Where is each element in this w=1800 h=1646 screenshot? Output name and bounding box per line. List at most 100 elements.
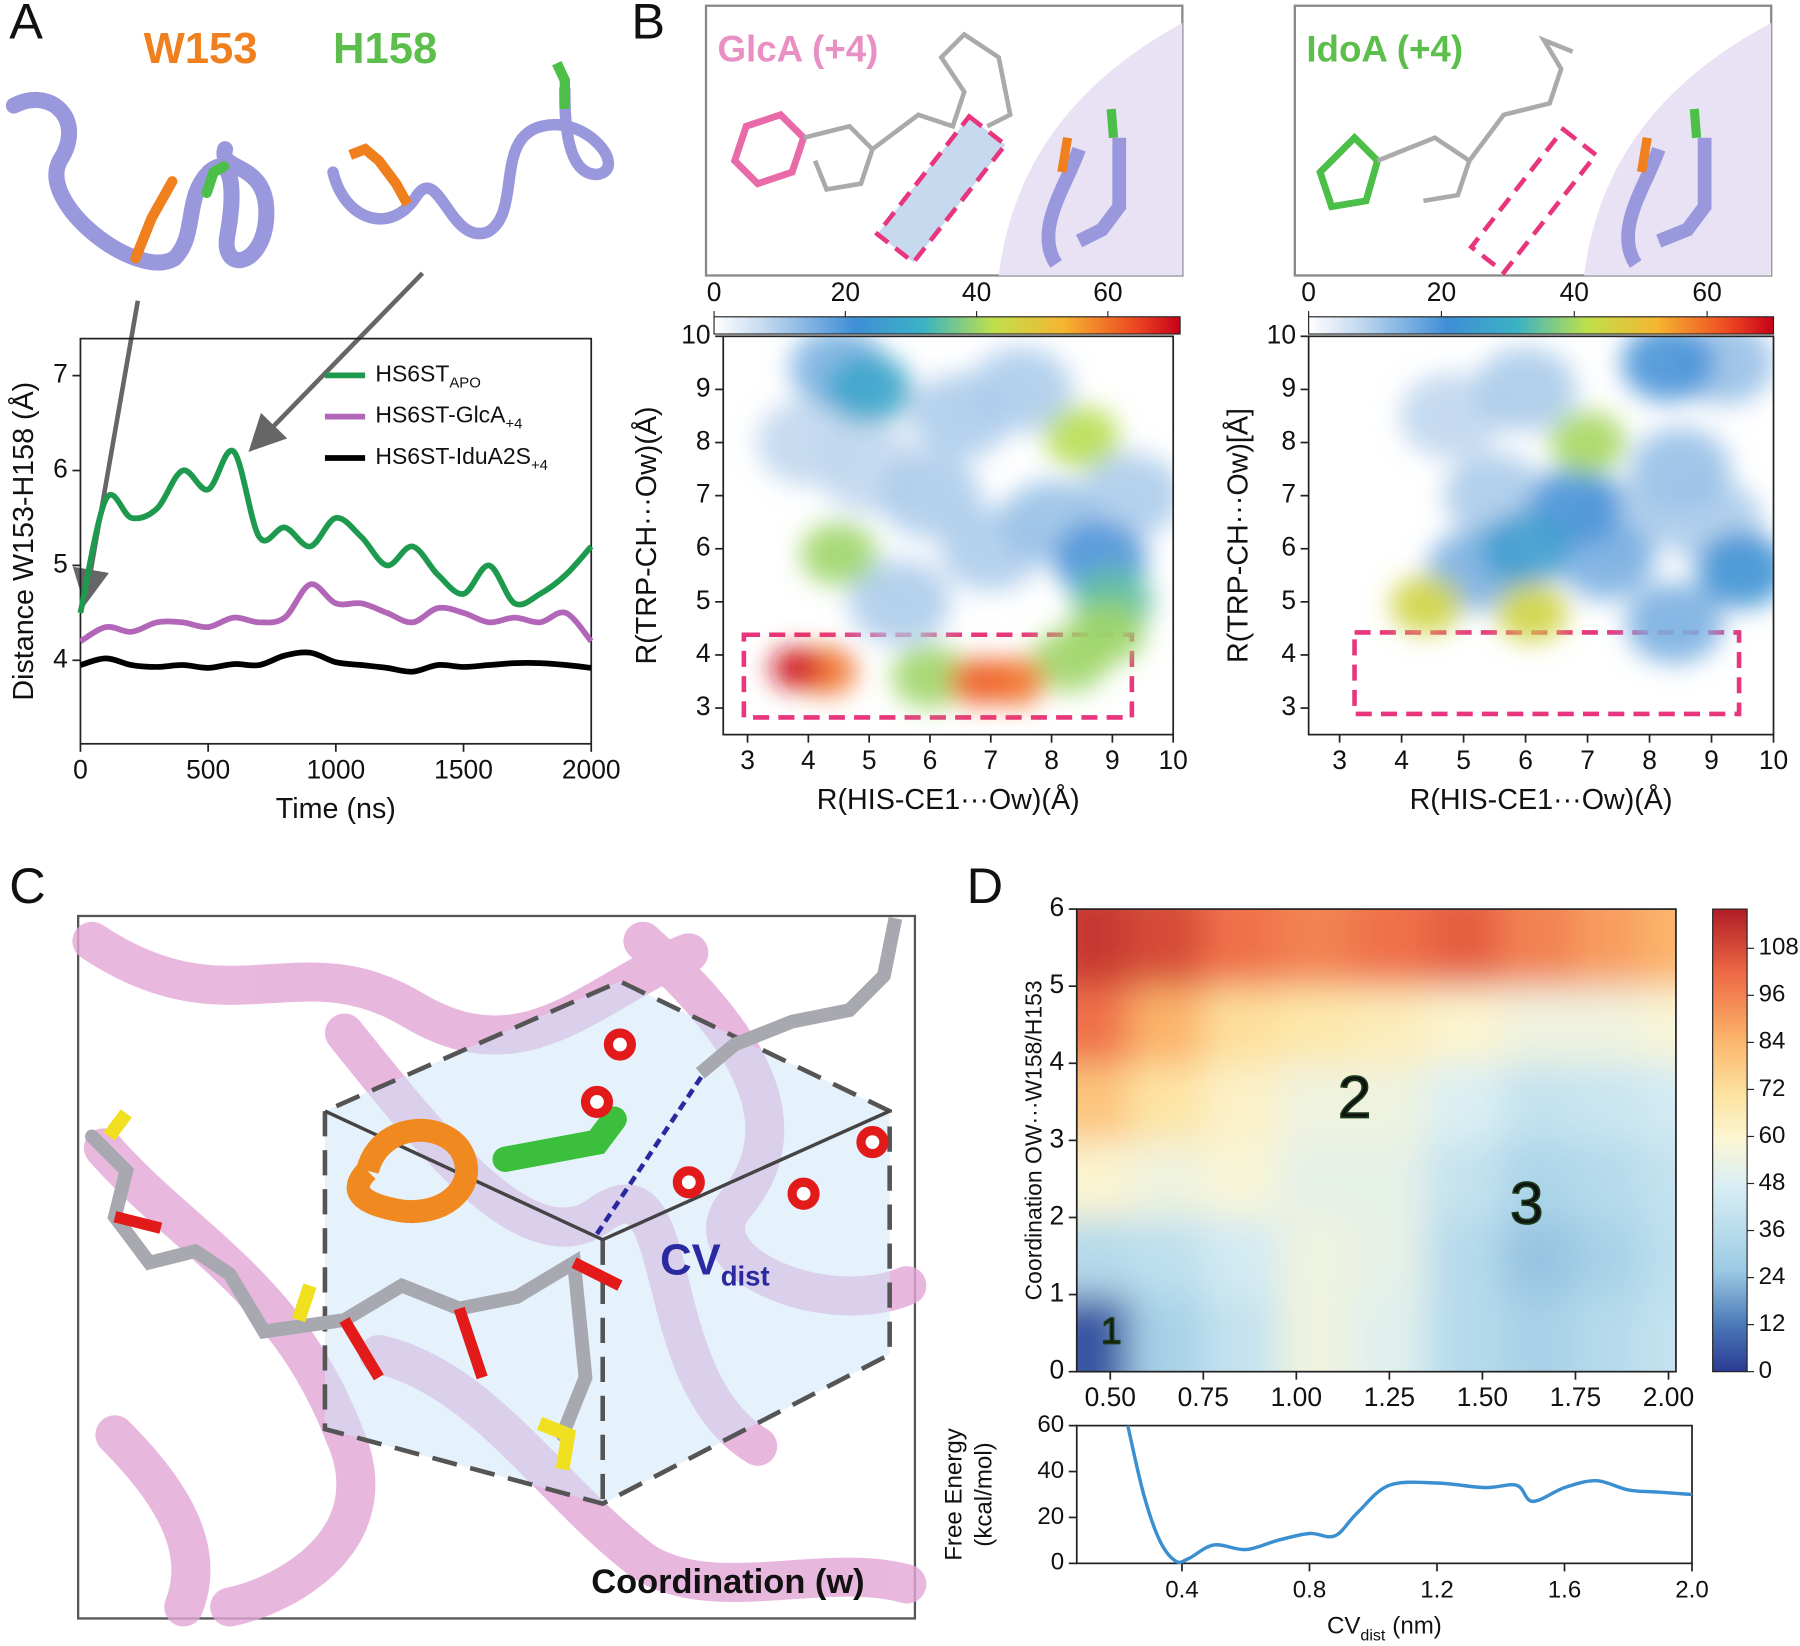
x-tick-label: 9 [1704, 745, 1719, 775]
colorbar-tick-label: 96 [1759, 981, 1786, 1008]
x-tick-label: 4 [1394, 745, 1409, 775]
map-cell [1128, 1140, 1205, 1219]
colorbar [1308, 316, 1775, 335]
map-cell [1352, 986, 1428, 1065]
map-cell [1501, 1140, 1577, 1219]
x-tick-label: 0.75 [1178, 1382, 1229, 1412]
map-cell [1575, 1140, 1642, 1219]
colorbar-tick-label: 0 [1301, 277, 1316, 307]
map-cell [1575, 986, 1642, 1065]
density-peak [1390, 574, 1463, 635]
y-tick-label: 6 [53, 453, 68, 483]
plot-frame [1075, 1424, 1693, 1565]
x-tick-label: 1.6 [1548, 1576, 1582, 1603]
map-cell [1076, 1140, 1131, 1219]
density-peak [970, 347, 1073, 432]
colorbar-tick-label: 20 [831, 277, 860, 307]
y-tick-label: 4 [1281, 638, 1296, 668]
y-axis-label: R(TRP-CH···Ow)(Å) [630, 406, 663, 664]
map-cell [1277, 1217, 1354, 1296]
x-tick-label: 5 [1456, 745, 1471, 775]
density-peak [1474, 347, 1577, 432]
map-cell [1203, 1063, 1279, 1142]
legend-label-part: HS6ST-IduA2S [375, 443, 531, 469]
x-tick-label: 500 [186, 754, 230, 784]
map-cell [1352, 1294, 1428, 1372]
residue-label: H158 [333, 25, 437, 73]
y-tick-label: 9 [696, 372, 711, 402]
y-axis-label: Free Energy [940, 1428, 967, 1561]
y-tick-label: 5 [1049, 969, 1064, 999]
y-tick-label: 10 [1267, 319, 1296, 349]
map-cell [1277, 909, 1354, 988]
density-peak [1481, 511, 1571, 586]
map-cell [1076, 1294, 1131, 1372]
map-cell [1426, 1294, 1503, 1372]
colorbar-tick-label: 48 [1759, 1169, 1786, 1196]
density-peak [1696, 532, 1774, 608]
x-tick-label: 6 [923, 745, 938, 775]
cv-text: CV [660, 1236, 721, 1284]
y-tick-label: 6 [696, 532, 711, 562]
x-tick-label: 9 [1105, 745, 1120, 775]
map-cell [1203, 909, 1279, 988]
y-tick-label: 10 [681, 319, 710, 349]
x-tick-label: 5 [862, 745, 877, 775]
y-tick-label: 0 [1049, 1355, 1064, 1385]
colorbar-tick-label: 40 [1560, 277, 1589, 307]
legend-label: HS6ST-GlcA+4 [375, 402, 522, 433]
colorbar-tick-label: 20 [1427, 277, 1456, 307]
y-tick-label: 7 [1281, 479, 1296, 509]
map-cell [1203, 1140, 1279, 1219]
map-cell [1640, 1063, 1676, 1142]
density-map [756, 336, 1174, 708]
y-axis-label: Distance W153-H158 (Å) [7, 382, 40, 701]
plot-frame [79, 337, 593, 745]
map-cell [1501, 986, 1577, 1065]
cv-label: CVdist [660, 1236, 770, 1292]
map-cell [1352, 1063, 1428, 1142]
map-cell [1640, 909, 1676, 988]
map-cell [1277, 986, 1354, 1065]
density-peak [770, 647, 822, 690]
y-tick-label: 7 [696, 479, 711, 509]
map-cell [1501, 1294, 1577, 1372]
y-tick-label: 6 [1049, 892, 1064, 922]
map-cell [1426, 986, 1503, 1065]
x-axis-label: R(HIS-CE1···Ow)(Å) [1410, 783, 1673, 816]
x-axis-label-part: dist [1360, 1627, 1386, 1645]
x-tick-label: 2.00 [1643, 1382, 1694, 1412]
map-cell [1128, 1217, 1205, 1296]
y-tick-label: 1 [1049, 1278, 1064, 1308]
x-tick-label: 10 [1159, 745, 1188, 775]
x-tick-label: 1.50 [1457, 1382, 1508, 1412]
density-peak [1495, 582, 1568, 643]
colorbar-tick-label: 40 [962, 277, 991, 307]
map-cell [1640, 1294, 1676, 1372]
map-cell [1128, 909, 1205, 988]
data-line [79, 649, 592, 675]
colorbar-tick-label: 60 [1093, 277, 1122, 307]
map-cells [1076, 909, 1676, 1372]
x-tick-label: 0.50 [1085, 1382, 1136, 1412]
map-cell [1076, 986, 1131, 1065]
ligand-label: GlcA (+4) [717, 28, 878, 69]
x-tick-label: 4 [801, 745, 816, 775]
x-tick-label: 10 [1759, 745, 1788, 775]
panel-label: B [631, 0, 665, 50]
map-cell [1277, 1294, 1354, 1372]
map-cell [1128, 1063, 1205, 1142]
legend-label-part: APO [449, 375, 480, 392]
free-energy-map [1076, 909, 1676, 1372]
map-cell [1203, 1294, 1279, 1372]
map-cell [1575, 1217, 1642, 1296]
legend-label-part: HS6ST-GlcA [375, 402, 506, 428]
x-tick-label: 2000 [562, 754, 621, 784]
y-tick-label: 0 [1051, 1549, 1064, 1576]
y-tick-label: 60 [1037, 1411, 1064, 1438]
y-tick-label: 2 [1049, 1200, 1064, 1230]
map-cell [1128, 986, 1205, 1065]
y-tick-label: 9 [1281, 372, 1296, 402]
